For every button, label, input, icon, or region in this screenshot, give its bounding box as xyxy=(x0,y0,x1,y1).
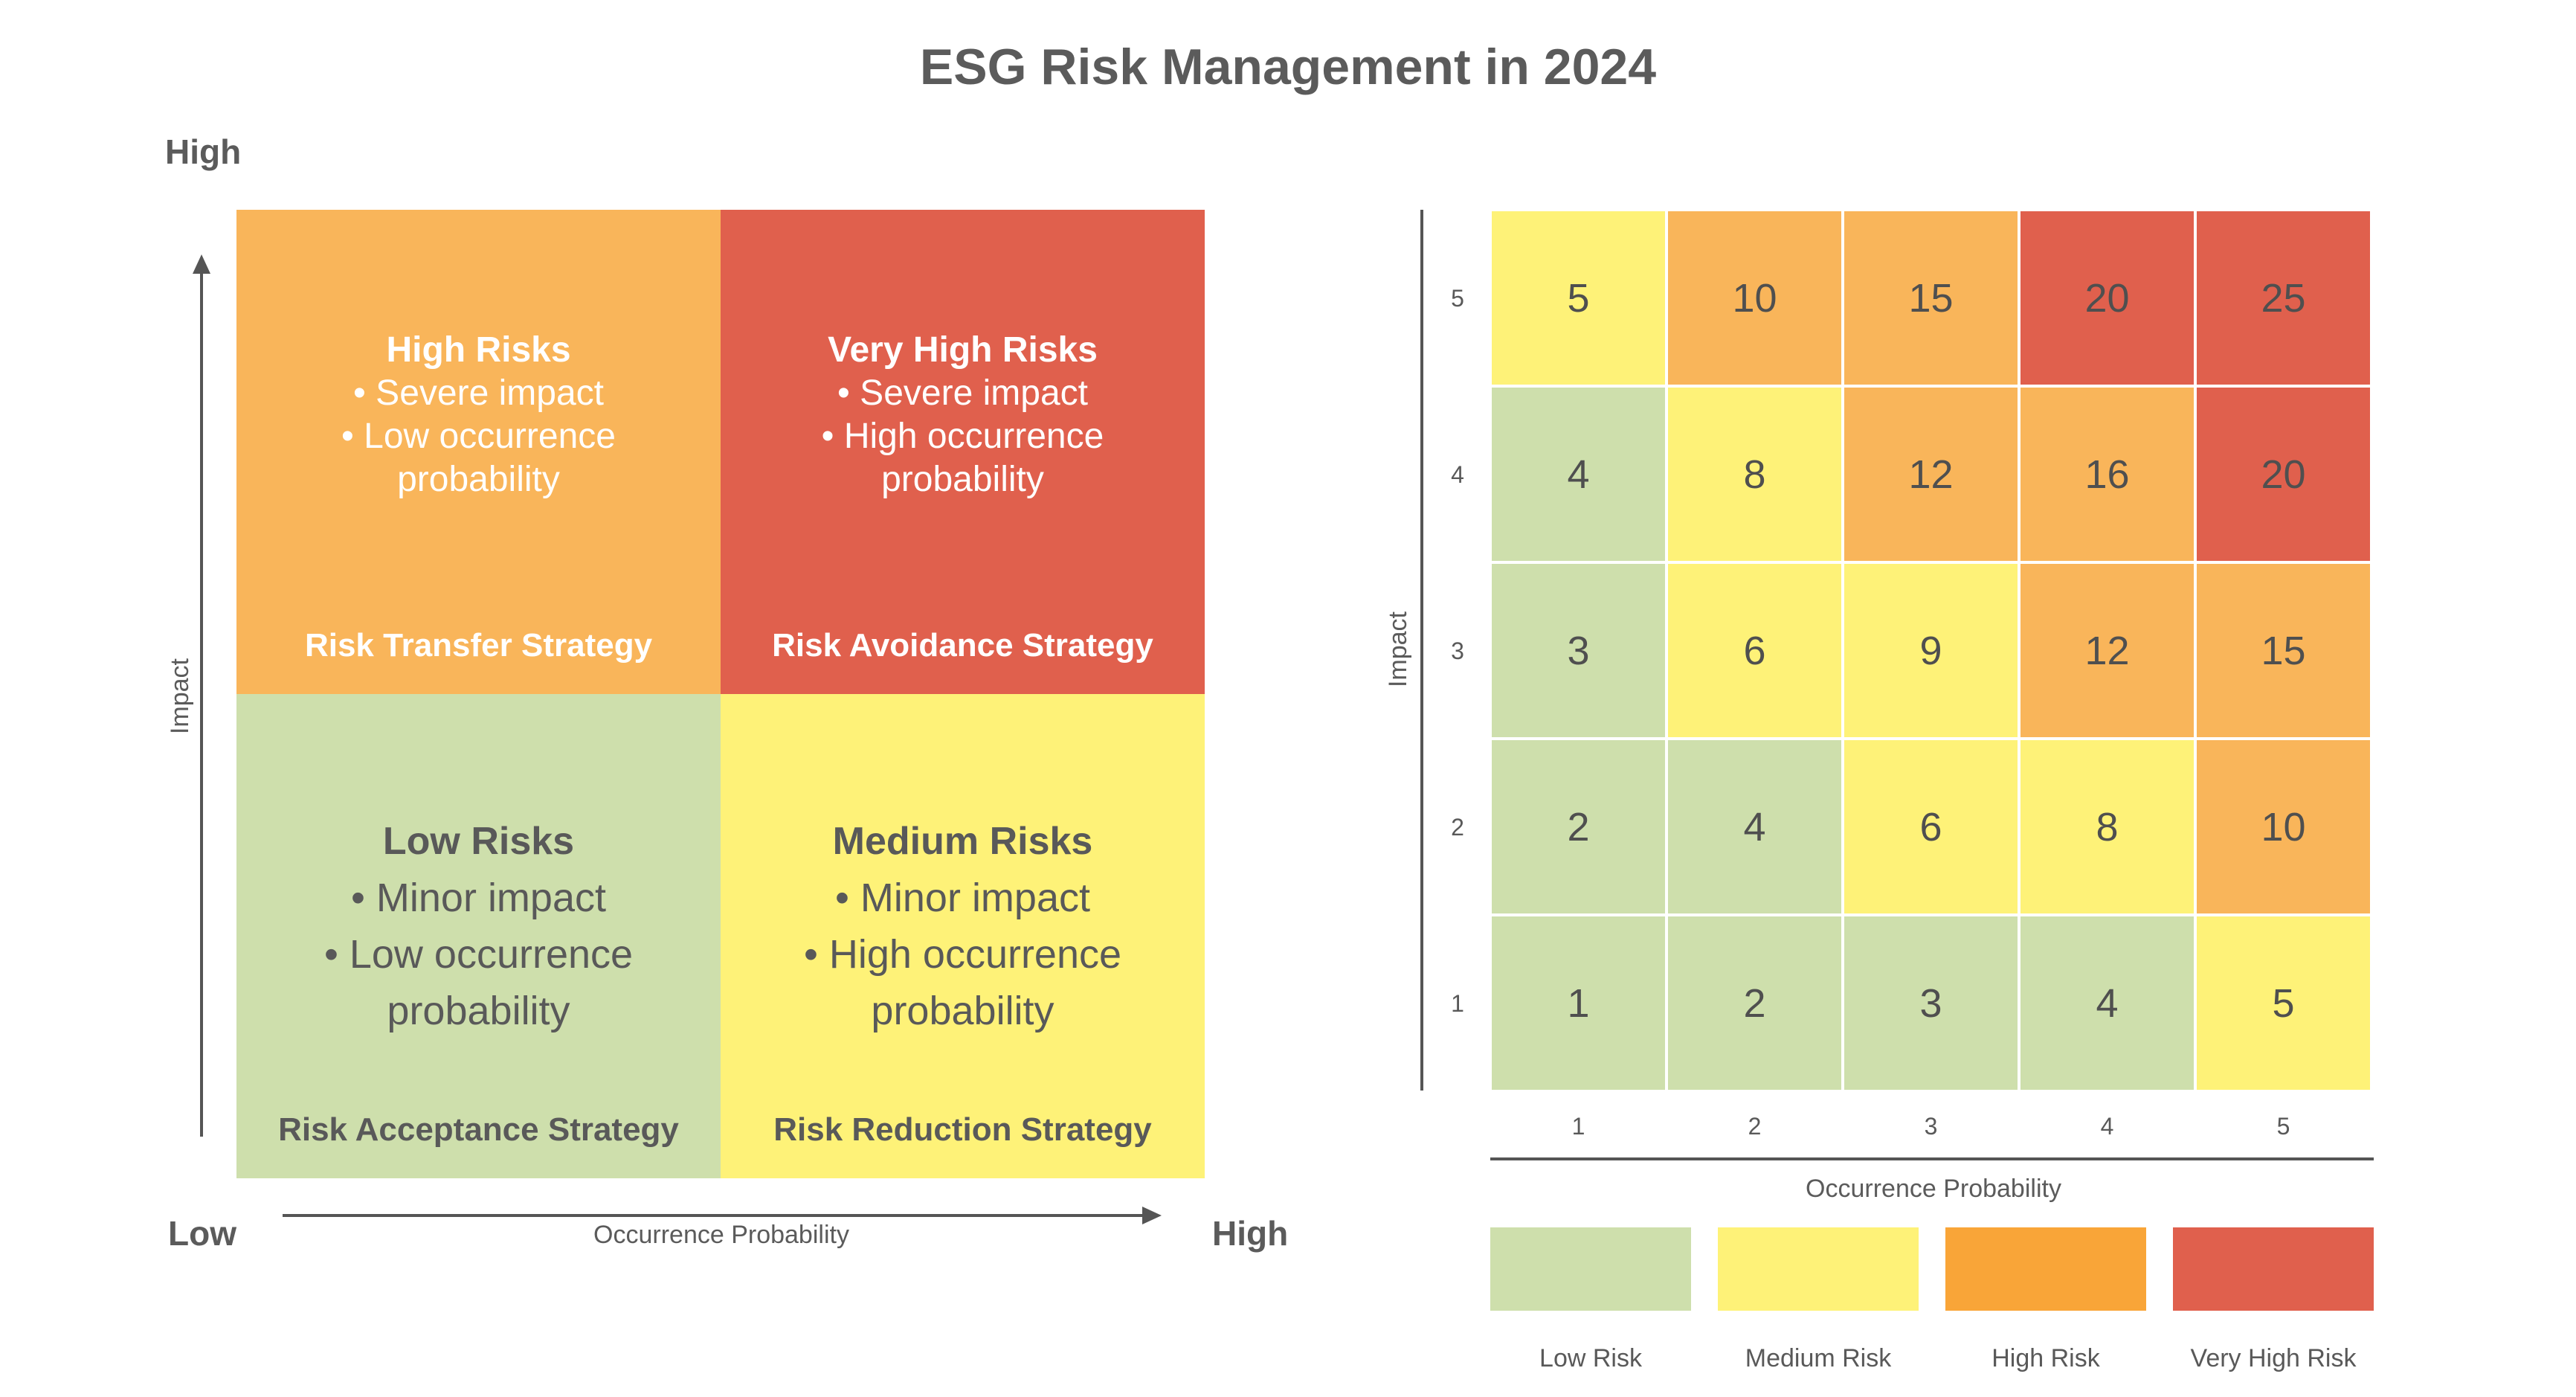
quadrant-bullet: • High occurrence xyxy=(803,932,1122,977)
heatmap-cell: 4 xyxy=(1490,386,1667,562)
x-axis-arrowhead xyxy=(1142,1207,1162,1224)
quadrant-strategy: Risk Transfer Strategy xyxy=(304,627,653,664)
heatmap-cell: 5 xyxy=(1490,210,1667,386)
legend-swatch xyxy=(1490,1227,1691,1311)
heatmap-x-tick: 5 xyxy=(2276,1113,2290,1140)
legend-swatch xyxy=(1718,1227,1919,1311)
quadrant-medium-risks: Medium Risks • Minor impact • High occur… xyxy=(721,694,1205,1178)
heatmap-cell: 20 xyxy=(2019,210,2195,386)
quadrant-title: High Risks xyxy=(386,330,571,370)
quadrant-very-high-risks: Very High Risks • Severe impact • High o… xyxy=(721,210,1205,694)
heatmap-cell: 10 xyxy=(2195,739,2371,915)
heatmap-cell: 20 xyxy=(2195,386,2371,562)
heatmap-x-tick: 4 xyxy=(2100,1113,2114,1140)
left-x-axis-caption: Occurrence Probability xyxy=(593,1221,849,1249)
heatmap-cell: 25 xyxy=(2195,210,2371,386)
heatmap-y-tick: 2 xyxy=(1451,813,1464,841)
heatmap-cell: 1 xyxy=(1490,915,1667,1091)
quadrant-bullet: • Minor impact xyxy=(351,876,606,920)
quadrant-bullet: • High occurrence xyxy=(821,417,1104,456)
quadrant-title: Low Risks xyxy=(382,820,575,863)
heatmap-cell: 2 xyxy=(1490,739,1667,915)
heatmap-x-tick: 3 xyxy=(1924,1113,1938,1140)
heatmap-y-tick: 4 xyxy=(1451,460,1464,488)
heatmap-y-axis-caption: Impact xyxy=(1384,611,1412,688)
heatmap-y-tick: 3 xyxy=(1451,637,1464,664)
heatmap-cell: 6 xyxy=(1843,739,2019,915)
quadrant-bullet: • Minor impact xyxy=(835,876,1090,920)
quadrant-bullet: probability xyxy=(397,460,560,499)
legend-swatch xyxy=(2173,1227,2374,1311)
quadrant-bullet: • Severe impact xyxy=(353,373,604,413)
quadrant-bullet: • Low occurrence xyxy=(323,932,634,977)
heatmap-x-tick: 2 xyxy=(1748,1113,1762,1140)
quadrant-bullet: probability xyxy=(881,460,1044,499)
heatmap-cell: 16 xyxy=(2019,386,2195,562)
quadrant-strategy: Risk Avoidance Strategy xyxy=(772,627,1153,664)
legend-label: High Risk xyxy=(1991,1344,2100,1372)
x-axis-low-label: Low xyxy=(168,1214,236,1253)
quadrant-bullet: • Severe impact xyxy=(837,373,1088,413)
heatmap-x-tick: 1 xyxy=(1571,1113,1585,1140)
heatmap-cell: 3 xyxy=(1490,562,1667,739)
page-title: ESG Risk Management in 2024 xyxy=(919,39,1657,95)
quadrant-bullet: • Low occurrence xyxy=(341,417,616,456)
heatmap-cell: 4 xyxy=(2019,915,2195,1091)
quadrant-title: Medium Risks xyxy=(832,820,1093,863)
heatmap-cell: 12 xyxy=(2019,562,2195,739)
heatmap-cell: 5 xyxy=(2195,915,2371,1091)
heatmap-cell: 9 xyxy=(1843,562,2019,739)
heatmap-cell: 6 xyxy=(1667,562,1843,739)
quadrant-bullet: probability xyxy=(387,989,570,1033)
heatmap-cell: 4 xyxy=(1667,739,1843,915)
quadrant-strategy: Risk Acceptance Strategy xyxy=(278,1111,679,1148)
legend-swatch xyxy=(1945,1227,2146,1311)
y-axis-high-label: High xyxy=(165,132,242,171)
heatmap-cell: 15 xyxy=(2195,562,2371,739)
legend-label: Very High Risk xyxy=(2190,1344,2357,1372)
heatmap-cell: 15 xyxy=(1843,210,2019,386)
heatmap-y-tick: 1 xyxy=(1451,989,1464,1017)
heatmap-y-tick: 5 xyxy=(1451,284,1464,312)
quadrant-strategy: Risk Reduction Strategy xyxy=(773,1111,1152,1148)
heatmap-cell: 8 xyxy=(2019,739,2195,915)
heatmap-x-axis-caption: Occurrence Probability xyxy=(1806,1175,2061,1203)
heatmap-cell: 10 xyxy=(1667,210,1843,386)
quadrant-high-risks: High Risks • Severe impact • Low occurre… xyxy=(236,210,721,694)
y-axis-arrowhead xyxy=(193,254,210,274)
legend-label: Medium Risk xyxy=(1745,1344,1892,1372)
quadrant-bullet: probability xyxy=(871,989,1054,1033)
heatmap-cell: 2 xyxy=(1667,915,1843,1091)
legend-label: Low Risk xyxy=(1539,1344,1642,1372)
quadrant-low-risks: Low Risks • Minor impact • Low occurrenc… xyxy=(236,694,721,1178)
heatmap-cell: 3 xyxy=(1843,915,2019,1091)
heatmap-cell: 8 xyxy=(1667,386,1843,562)
quadrant-title: Very High Risks xyxy=(828,330,1098,370)
heatmap-cell: 12 xyxy=(1843,386,2019,562)
x-axis-high-label: High xyxy=(1212,1214,1289,1253)
